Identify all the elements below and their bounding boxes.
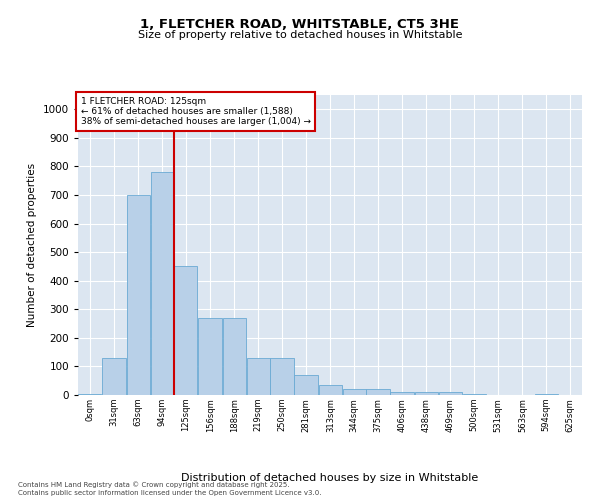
Bar xyxy=(175,266,197,395)
Bar xyxy=(390,392,414,395)
Bar xyxy=(319,385,342,395)
Bar xyxy=(343,390,366,395)
Bar xyxy=(367,390,389,395)
Text: 1, FLETCHER ROAD, WHITSTABLE, CT5 3HE: 1, FLETCHER ROAD, WHITSTABLE, CT5 3HE xyxy=(140,18,460,30)
Bar xyxy=(102,358,126,395)
Bar xyxy=(439,392,462,395)
Bar xyxy=(127,195,150,395)
Bar xyxy=(463,394,485,395)
Text: Contains HM Land Registry data © Crown copyright and database right 2025.: Contains HM Land Registry data © Crown c… xyxy=(18,481,290,488)
Bar xyxy=(415,392,438,395)
Text: 1 FLETCHER ROAD: 125sqm
← 61% of detached houses are smaller (1,588)
38% of semi: 1 FLETCHER ROAD: 125sqm ← 61% of detache… xyxy=(80,96,311,126)
X-axis label: Distribution of detached houses by size in Whitstable: Distribution of detached houses by size … xyxy=(181,474,479,484)
Bar xyxy=(247,358,270,395)
Bar xyxy=(79,394,101,395)
Bar xyxy=(271,358,293,395)
Bar xyxy=(294,375,318,395)
Y-axis label: Number of detached properties: Number of detached properties xyxy=(27,163,37,327)
Bar xyxy=(198,318,222,395)
Text: Size of property relative to detached houses in Whitstable: Size of property relative to detached ho… xyxy=(138,30,462,40)
Bar xyxy=(535,394,558,395)
Bar xyxy=(151,172,173,395)
Bar xyxy=(223,318,246,395)
Text: Contains public sector information licensed under the Open Government Licence v3: Contains public sector information licen… xyxy=(18,490,322,496)
